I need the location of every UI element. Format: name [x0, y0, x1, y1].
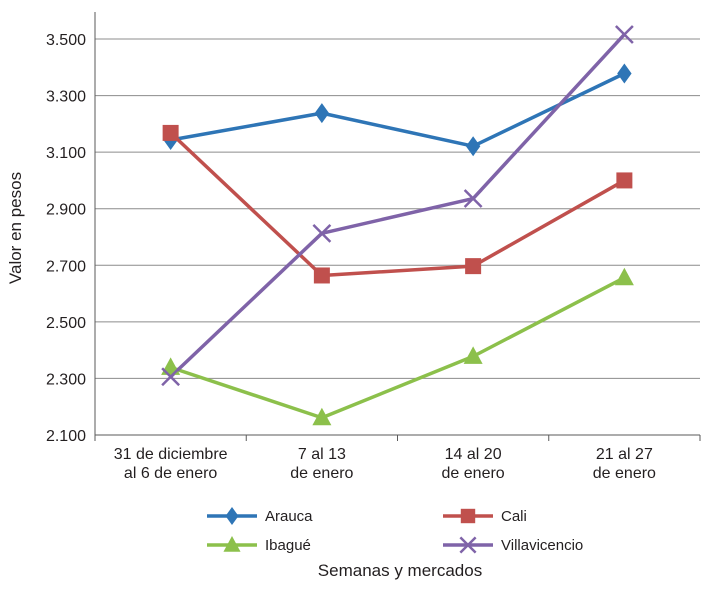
legend-label: Arauca	[265, 508, 313, 525]
legend-marker	[226, 507, 239, 525]
data-point-arauca	[315, 103, 329, 123]
legend-label: Villavicencio	[501, 537, 583, 554]
series-line-ibague	[171, 278, 625, 418]
y-tick-label: 2.700	[46, 258, 86, 275]
data-point-cali	[616, 172, 632, 188]
grid-lines	[95, 39, 700, 378]
y-tick-label: 3.500	[46, 32, 86, 49]
series-lines	[171, 34, 625, 417]
series-line-villavicencio	[171, 34, 625, 376]
data-point-ibague	[161, 357, 180, 375]
y-tick-label: 2.900	[46, 202, 86, 219]
data-point-arauca	[617, 64, 631, 84]
legend-item-cali: Cali	[443, 508, 527, 525]
y-tick-label: 2.500	[46, 315, 86, 332]
legend-item-villavicencio: Villavicencio	[443, 537, 583, 554]
x-tick-label: 21 al 27 de enero	[593, 446, 656, 482]
data-point-cali	[163, 125, 179, 141]
y-axis-title: Valor en pesos	[6, 172, 25, 284]
y-tick-labels: 2.100 2.300 2.500 2.700 2.900 3.100 3.300 3.500	[46, 32, 86, 445]
series-line-cali	[171, 133, 625, 276]
y-tick-label: 2.100	[46, 428, 86, 445]
data-point-ibague	[615, 268, 634, 286]
x-tick-label: 7 al 13 de enero	[290, 446, 353, 482]
data-point-ibague	[464, 346, 483, 364]
x-tick-label: 14 al 20 de enero	[442, 446, 505, 482]
legend-label: Ibagué	[265, 537, 311, 554]
y-tick-label: 3.100	[46, 145, 86, 162]
legend-item-ibague: Ibagué	[207, 536, 311, 554]
legend-marker	[461, 509, 475, 523]
legend: Arauca Cali Ibagué Villavicencio	[207, 507, 583, 554]
x-axis-title: Semanas y mercados	[318, 561, 482, 580]
legend-item-arauca: Arauca	[207, 507, 313, 525]
y-tick-label: 2.300	[46, 371, 86, 388]
series-markers	[161, 26, 634, 425]
data-point-villavicencio	[616, 26, 633, 43]
data-point-cali	[465, 258, 481, 274]
legend-label: Cali	[501, 508, 527, 525]
y-tick-label: 3.300	[46, 89, 86, 106]
x-tick-labels: 31 de diciembre al 6 de enero 7 al 13 de en…	[114, 446, 656, 482]
x-tick-label: 31 de diciembre al 6 de enero	[114, 446, 228, 482]
data-point-cali	[314, 267, 330, 283]
axes	[95, 12, 700, 441]
data-point-arauca	[466, 136, 480, 156]
